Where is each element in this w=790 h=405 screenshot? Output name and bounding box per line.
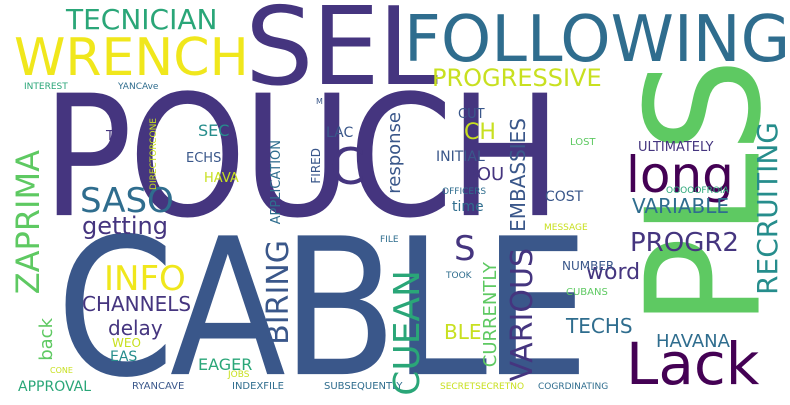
word-getting: getting <box>82 212 168 240</box>
word-ch: CH <box>464 120 496 145</box>
word-interest: INTEREST <box>24 82 68 92</box>
word-techs: TECHS <box>566 314 633 338</box>
word-file: FILE <box>380 235 399 245</box>
word-sec: SEC <box>198 121 230 140</box>
word-currently: CURRENTLY <box>480 262 501 368</box>
word-following: FOLLOWING <box>404 3 790 77</box>
word-subsequently: SUBSEQUENTLY <box>324 381 403 392</box>
word-s: S <box>454 229 476 269</box>
word-havana: HAVANA <box>656 331 730 352</box>
word-c: C <box>330 138 365 196</box>
word-cubans: CUBANS <box>566 287 608 298</box>
word-saso: SASO <box>80 181 174 221</box>
word-cone: CONE <box>50 366 73 375</box>
word-eas: EAS <box>110 349 138 365</box>
word-cuean: CUEAN <box>387 270 428 396</box>
word-various: VARIOUS <box>505 248 540 382</box>
word-yancave: YANCAve <box>118 82 159 92</box>
word-pouch: POU CH <box>42 60 562 256</box>
word-eager: EAGER <box>198 355 253 374</box>
word-weo: WEO <box>112 336 141 350</box>
word-cable: CABLE <box>56 198 590 405</box>
word-officers: OFFICERS <box>442 187 487 197</box>
word-fired: FIRED <box>309 148 323 184</box>
word-m: M <box>316 97 323 106</box>
word-progressive: PROGRESSIVE <box>432 64 602 92</box>
word-tecnician: TECNICIAN <box>66 3 218 36</box>
word-info: INFO <box>104 259 186 299</box>
word-lost: LOST <box>570 137 596 148</box>
word-cogrdinating: COGRDINATING <box>538 382 609 392</box>
word-echs: ECHS <box>186 151 222 166</box>
word-took: TOOK <box>446 271 472 281</box>
word-embassies: EMBASSIES <box>506 118 530 232</box>
word-jobs: JOBS <box>228 370 250 380</box>
word-cut: CUT <box>458 107 485 122</box>
word-zaprima: ZAPRIMA <box>9 150 47 295</box>
word-recruiting: RECRUITING <box>751 122 784 295</box>
word-long: long <box>626 146 734 204</box>
word-ooooofroia: OOOOOFROIA <box>666 186 729 196</box>
word-lack: Lack <box>626 330 760 398</box>
word-time: time <box>452 199 484 215</box>
word-wrench: WRENCH <box>14 28 249 88</box>
word-delay: delay <box>108 316 163 340</box>
word-cost: COST <box>545 189 584 205</box>
word-word: word <box>586 260 641 285</box>
word-application: APPLICATION <box>269 140 284 225</box>
word-variable: VARIABLE <box>632 194 730 218</box>
word-directorcone: DIRECTORCONE <box>149 118 159 190</box>
word-progr2: PROGR2 <box>630 228 739 258</box>
word-secretsecretno: SECRETSECRETNO <box>440 382 525 392</box>
word-hava: HAVA <box>204 171 239 186</box>
word-message: MESSAGE <box>544 223 588 233</box>
word-channels: CHANNELS <box>82 292 192 316</box>
word-indexfile: INDEXFILE <box>232 381 284 392</box>
word-ultimately: ULTIMATELY <box>638 140 714 155</box>
word-number: NUMBER <box>562 259 615 273</box>
word-sel: SEL <box>245 0 438 110</box>
word-t: T <box>106 129 114 144</box>
word-back: back <box>36 318 57 361</box>
word-pou: POU <box>466 164 505 185</box>
word-initial: INITIAL <box>436 149 485 165</box>
word-approval: APPROVAL <box>18 379 92 395</box>
word-ryancave: RYANCAVE <box>132 381 185 392</box>
word-lac: LAC <box>326 125 354 141</box>
word-biring: BIRING <box>261 240 296 345</box>
word-ble: BLE <box>444 320 482 344</box>
word-response: response <box>384 112 405 194</box>
